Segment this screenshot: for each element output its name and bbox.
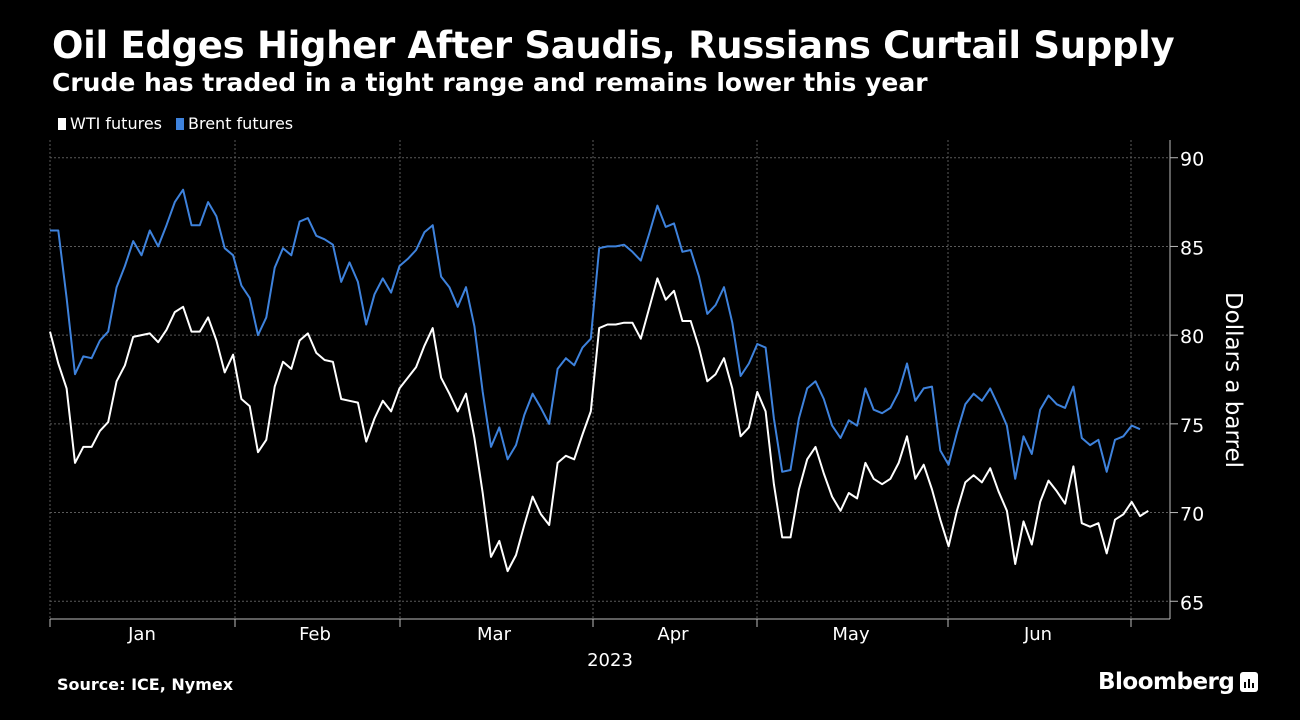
series-line-wti-futures xyxy=(49,277,1149,573)
y-tick-label-75: 75 xyxy=(1180,415,1204,437)
x-tick-label-mar: Mar xyxy=(477,624,512,645)
x-tick-label-feb: Feb xyxy=(299,624,331,645)
legend-item-wti: WTI futures xyxy=(58,114,162,133)
chart-subtitle: Crude has traded in a tight range and re… xyxy=(52,68,928,97)
legend-swatch-brent xyxy=(176,117,184,130)
y-tick-label-85: 85 xyxy=(1180,237,1204,259)
legend: WTI futures Brent futures xyxy=(58,114,293,133)
legend-swatch-wti xyxy=(58,117,66,130)
legend-label-brent: Brent futures xyxy=(188,114,294,133)
x-tick-label-jan: Jan xyxy=(127,624,156,645)
bloomberg-terminal-icon xyxy=(1240,672,1259,692)
series-line-brent-futures xyxy=(50,188,1141,480)
y-tick-label-70: 70 xyxy=(1180,504,1204,526)
x-tick-label-jun: Jun xyxy=(1023,624,1052,645)
source-note: Source: ICE, Nymex xyxy=(57,675,234,694)
x-tick-label-apr: Apr xyxy=(657,624,689,645)
chart-title: Oil Edges Higher After Saudis, Russians … xyxy=(52,24,1175,67)
y-tick-label-65: 65 xyxy=(1180,592,1204,614)
y-tick-label-90: 90 xyxy=(1180,149,1204,171)
y-axis-title: Dollars a barrel xyxy=(1220,292,1246,468)
legend-item-brent: Brent futures xyxy=(176,114,293,133)
x-tick-label-may: May xyxy=(832,624,870,645)
legend-label-wti: WTI futures xyxy=(70,114,162,133)
x-axis-year-label: 2023 xyxy=(587,650,633,671)
y-tick-label-80: 80 xyxy=(1180,326,1204,348)
bloomberg-logo: Bloomberg xyxy=(1098,669,1259,695)
brand-name: Bloomberg xyxy=(1098,669,1235,695)
